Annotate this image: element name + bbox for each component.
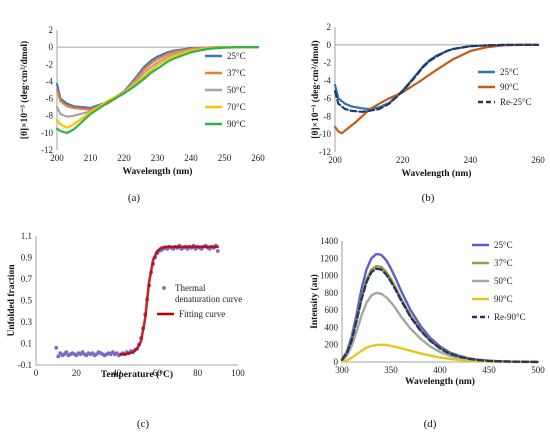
legend-label: Thermal — [175, 283, 206, 293]
y-tick-label: -12 — [41, 145, 53, 155]
chart-panel-3: 1.1 0.9 0.7 0.5 0.3 0.1 -0.10 20 40 60 80 100 Temper… — [7, 231, 245, 430]
y-tick-label: 200 — [325, 340, 339, 350]
x-tick-label: 40 — [112, 368, 122, 378]
legend-label: 50°C — [227, 85, 246, 95]
y-tick-label: -10 — [319, 129, 331, 139]
x-tick-label: 220 — [117, 153, 131, 163]
x-axis-label: Wavelength (nm) — [123, 166, 193, 177]
y-tick-label: -8 — [324, 111, 332, 121]
y-tick-label: 1400 — [320, 236, 339, 246]
x-tick-label: 260 — [251, 153, 265, 163]
y-tick-label: 0.5 — [21, 296, 33, 306]
y-tick-label: 0 — [49, 42, 54, 52]
y-tick-label: -6 — [324, 93, 332, 103]
x-tick-label: 60 — [153, 368, 163, 378]
legend-label: 50°C — [494, 276, 513, 286]
legend-marker — [162, 286, 166, 290]
series-3-line — [333, 43, 540, 113]
y-tick-label: 2 — [49, 25, 54, 35]
y-tick-label: -10 — [41, 128, 53, 138]
x-tick-label: 200 — [50, 153, 64, 163]
series-5-line — [340, 267, 540, 364]
y-tick-label: 600 — [325, 305, 339, 315]
x-tick-label: 210 — [84, 153, 98, 163]
y-tick-label: 0 — [327, 40, 332, 50]
y-tick-label: -8 — [46, 111, 54, 121]
series-5-line — [55, 45, 260, 134]
legend-label: 90°C — [500, 82, 519, 92]
panel-caption: (a) — [128, 192, 141, 204]
y-tick-label: 0 — [334, 357, 339, 367]
legend-label: 25°C — [227, 51, 246, 61]
panel-caption: (d) — [424, 418, 437, 430]
x-tick-label: 450 — [482, 365, 496, 375]
y-tick-label: 0.3 — [21, 317, 33, 327]
x-tick-label: 200 — [328, 155, 342, 165]
y-axis-label: Intensity (au) — [309, 274, 320, 329]
x-tick-label: 240 — [184, 153, 198, 163]
legend-label: Fitting curve — [179, 309, 225, 319]
data-point — [54, 345, 59, 350]
legend-label: 70°C — [227, 102, 246, 112]
legend-label: 90°C — [227, 119, 246, 129]
x-tick-label: 20 — [72, 368, 82, 378]
x-axis-label: Wavelength (nm) — [405, 376, 475, 387]
panel-caption: (c) — [137, 418, 150, 430]
legend-label: 90°C — [494, 294, 513, 304]
y-tick-label: 800 — [325, 288, 339, 298]
x-tick-label: 400 — [433, 365, 447, 375]
y-tick-label: -4 — [46, 76, 54, 86]
y-tick-label: -12 — [319, 147, 331, 157]
y-tick-label: -6 — [46, 94, 54, 104]
y-axis-label: Unfolded fraction — [7, 264, 17, 337]
series-2-line — [119, 245, 220, 356]
x-tick-label: 220 — [396, 155, 410, 165]
y-tick-label: -0.1 — [18, 360, 32, 370]
y-tick-label: 1200 — [320, 253, 339, 263]
y-axis-label: [θ]×10⁻³ (deg·cm²/dmol) — [19, 41, 30, 139]
legend-label: Re-90°C — [494, 312, 526, 322]
legend-label: 25°C — [494, 240, 513, 250]
x-tick-label: 0 — [34, 368, 39, 378]
x-tick-label: 240 — [464, 155, 478, 165]
x-tick-label: 230 — [151, 153, 165, 163]
y-tick-label: 0.9 — [21, 253, 33, 263]
x-tick-label: 300 — [335, 365, 349, 375]
x-tick-label: 250 — [218, 153, 232, 163]
series-2-line — [333, 43, 540, 135]
x-tick-label: 80 — [193, 368, 203, 378]
panel-caption: (b) — [422, 192, 435, 204]
x-tick-label: 350 — [384, 365, 398, 375]
legend-label: Re-25°C — [500, 97, 532, 107]
data-point — [215, 249, 220, 253]
legend-label: 25°C — [500, 67, 519, 77]
y-tick-label: 400 — [325, 322, 339, 332]
legend-label-cont: denaturation curve — [175, 294, 242, 304]
legend-label: 37°C — [227, 68, 246, 78]
y-tick-label: 1000 — [320, 271, 339, 281]
y-tick-label: 0.1 — [21, 339, 32, 349]
x-tick-label: 100 — [231, 368, 245, 378]
y-tick-label: 1.1 — [21, 231, 32, 241]
data-point — [56, 354, 61, 359]
y-axis-label: [θ]×10⁻³ (deg·cm²/dmol) — [310, 40, 321, 138]
y-tick-label: 0.7 — [21, 274, 33, 284]
y-tick-label: -4 — [324, 76, 332, 86]
x-tick-label: 500 — [531, 365, 545, 375]
data-point — [64, 350, 69, 354]
x-tick-label: 260 — [531, 155, 545, 165]
y-tick-label: -2 — [46, 59, 54, 69]
legend-label: 37°C — [494, 258, 513, 268]
x-axis-label: Wavelength (nm) — [402, 168, 472, 179]
y-tick-label: -2 — [324, 58, 332, 68]
y-tick-label: 2 — [327, 22, 332, 32]
x-axis-label: Temperature (°C) — [101, 369, 173, 380]
